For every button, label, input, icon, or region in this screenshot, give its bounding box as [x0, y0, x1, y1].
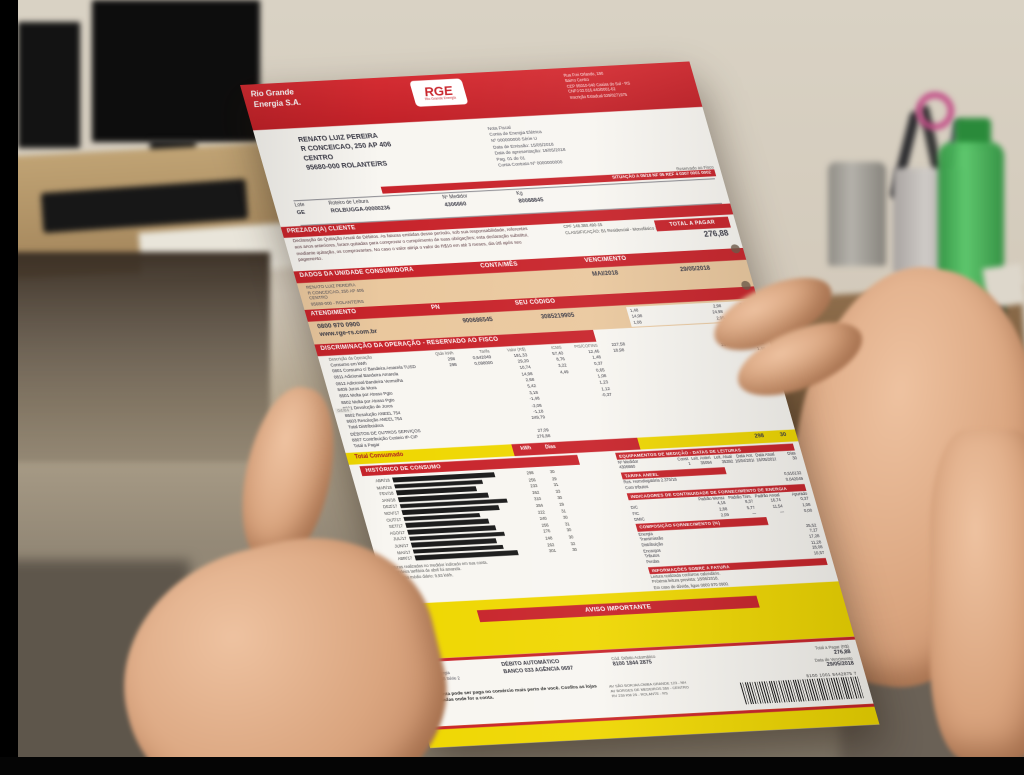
right-mini-sections: EQUIPAMENTOS DE MEDIÇÃO - DATAS DE LEITU…	[607, 443, 832, 591]
pay-total-block: Total a Pagar (R$) 276,88 Data de Vencim…	[811, 644, 856, 673]
composicao-section: COMPOSIÇÃO FORNECIMENTO (%) Energia 25,52…	[635, 515, 825, 565]
chart-dias-value: 31	[564, 521, 571, 527]
metal-cans	[828, 162, 886, 266]
chart-kwh-value: 284	[535, 502, 544, 509]
chart-kwh-value: 256	[527, 476, 537, 483]
barcode-block: 8100 1001 8442875 7	[738, 670, 864, 704]
discriminacao-table: Descrição da Operação Qtde kWh Tarifa Valor…	[328, 342, 624, 452]
chart-dias-value: 30	[571, 547, 578, 553]
consumption-bar-chart: ABR/18 298 30 MAR/18 256 29 FEV/18 233 31 JAN/18 2…	[363, 465, 635, 563]
chart-kwh-value: 298	[525, 470, 535, 476]
lower-two-column: HISTÓRICO DE CONSUMO ABR/18 298 30 MAR/18 25…	[349, 441, 839, 605]
conta-mes-value: MAI/2018	[591, 270, 620, 278]
scissors-handle	[916, 92, 954, 130]
chart-dias-value: 30	[566, 527, 573, 533]
letterbox-bottom	[0, 757, 1024, 775]
chart-kwh-value: 240	[538, 515, 548, 522]
chart-dias-value: 30	[549, 469, 556, 475]
computer-monitor-right	[92, 0, 260, 142]
conta-mes-label: CONTA/MÊS	[479, 262, 519, 270]
chart-dias-value: 29	[551, 475, 558, 481]
chart-kwh-value: 262	[546, 541, 555, 548]
chart-dias-value: 30	[567, 534, 574, 540]
right-forearm	[930, 430, 1024, 760]
pn-value: 900686545	[461, 316, 494, 325]
chart-dias-value: 32	[569, 540, 576, 546]
margin-mark: 04/84	[334, 407, 352, 414]
chart-dias-value: 30	[562, 514, 569, 520]
aviso-importante-band: AVISO IMPORTANTE	[476, 595, 760, 622]
rge-logo-tagline: Rio Grande Energia	[424, 95, 457, 102]
company-name: Rio Grande Energia S.A.	[249, 84, 355, 111]
chart-kwh-value: 233	[529, 483, 539, 489]
computer-monitor-left	[18, 22, 80, 148]
pn-label: PN	[430, 305, 442, 312]
chart-dias-value: 33	[554, 488, 561, 494]
chart-kwh-value: 276	[542, 528, 552, 535]
chart-dias-value: 31	[552, 482, 560, 488]
chart-kwh-value: 262	[531, 489, 540, 496]
total-a-pagar-value: 276,88	[702, 228, 730, 240]
invoice-info: Nota Fiscal Conta de Energia Elétrica Nº 0…	[487, 122, 572, 175]
chart-dias-value: 29	[558, 501, 565, 507]
chart-kwh-value: 256	[540, 522, 550, 528]
chart-kwh-value: 222	[537, 509, 546, 515]
chart-kwh-value: 310	[533, 496, 542, 502]
vencimento-value: 29/05/2018	[679, 265, 712, 273]
chart-dias-value: 31	[560, 508, 567, 514]
pc-tower-shadow	[0, 252, 270, 462]
barcode	[739, 676, 864, 704]
atendimento-contact: 0800 970 0900 www.rge-rs.com.br	[316, 317, 440, 339]
chart-kwh-value: 248	[544, 535, 553, 541]
letterbox-left	[0, 0, 18, 775]
discriminacao-rows: Consumo em kWh 298 0,642049 191,33 57,40 12,4…	[330, 348, 624, 450]
chart-dias-value: 30	[556, 495, 563, 501]
company-address: Rua Frei Orlando, 190 Bairro Centro CEP 95…	[563, 67, 690, 100]
rge-logo: RGE Rio Grande Energia	[409, 78, 469, 107]
chart-kwh-value: 301	[548, 548, 557, 554]
seu-codigo-value: 3085219905	[540, 312, 576, 321]
